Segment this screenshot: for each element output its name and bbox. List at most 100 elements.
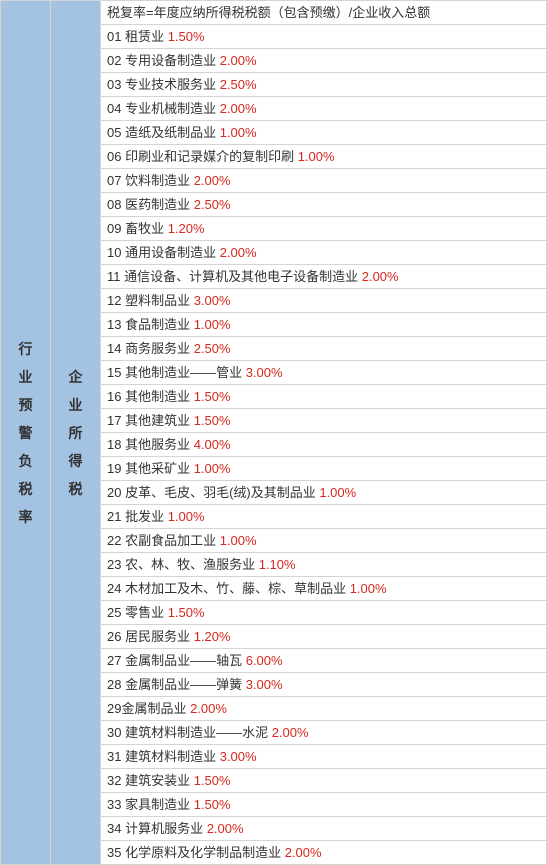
row-label: 16 其他制造业 [107, 389, 194, 404]
row-rate: 3.00% [220, 749, 257, 764]
row-label: 06 印刷业和记录媒介的复制印刷 [107, 149, 298, 164]
row-label: 23 农、林、牧、渔服务业 [107, 557, 259, 572]
row-rate: 2.00% [220, 101, 257, 116]
row-rate: 1.00% [298, 149, 335, 164]
row-label: 10 通用设备制造业 [107, 245, 220, 260]
row-label: 30 建筑材料制造业——水泥 [107, 725, 272, 740]
row-label: 33 家具制造业 [107, 797, 194, 812]
row-label: 35 化学原料及化学制品制造业 [107, 845, 285, 860]
row-rate: 1.00% [168, 509, 205, 524]
table-row: 28 金属制品业——弹簧 3.00% [100, 673, 547, 697]
row-label: 19 其他采矿业 [107, 461, 194, 476]
row-label: 26 居民服务业 [107, 629, 194, 644]
table-row: 19 其他采矿业 1.00% [100, 457, 547, 481]
row-label: 21 批发业 [107, 509, 168, 524]
table-row: 12 塑料制品业 3.00% [100, 289, 547, 313]
table-row: 11 通信设备、计算机及其他电子设备制造业 2.00% [100, 265, 547, 289]
row-rate: 1.50% [194, 773, 231, 788]
row-label: 27 金属制品业——轴瓦 [107, 653, 246, 668]
row-label: 17 其他建筑业 [107, 413, 194, 428]
table-row: 05 造纸及纸制品业 1.00% [100, 121, 547, 145]
table-row: 30 建筑材料制造业——水泥 2.00% [100, 721, 547, 745]
row-label: 13 食品制造业 [107, 317, 194, 332]
row-rate: 2.00% [272, 725, 309, 740]
row-rate: 1.00% [350, 581, 387, 596]
row-label: 12 塑料制品业 [107, 293, 194, 308]
row-rate: 6.00% [246, 653, 283, 668]
row-rate: 3.00% [194, 293, 231, 308]
table-row: 34 计算机服务业 2.00% [100, 817, 547, 841]
table-row: 35 化学原料及化学制品制造业 2.00% [100, 841, 547, 865]
row-label: 25 零售业 [107, 605, 168, 620]
row-rate: 1.50% [194, 413, 231, 428]
table-row: 20 皮革、毛皮、羽毛(绒)及其制品业 1.00% [100, 481, 547, 505]
table-row: 17 其他建筑业 1.50% [100, 409, 547, 433]
table-row: 09 畜牧业 1.20% [100, 217, 547, 241]
row-label: 14 商务服务业 [107, 341, 194, 356]
row-rate: 1.20% [194, 629, 231, 644]
row-rate: 1.00% [220, 125, 257, 140]
row-label: 22 农副食品加工业 [107, 533, 220, 548]
row-label: 28 金属制品业——弹簧 [107, 677, 246, 692]
table-row: 22 农副食品加工业 1.00% [100, 529, 547, 553]
table-row: 33 家具制造业 1.50% [100, 793, 547, 817]
table-row: 27 金属制品业——轴瓦 6.00% [100, 649, 547, 673]
rows-col: 税复率=年度应纳所得税税额（包含预缴）/企业收入总额 01 租赁业 1.50%0… [100, 0, 547, 865]
row-label: 18 其他服务业 [107, 437, 194, 452]
subcategory-label: 企业所得税 [69, 363, 83, 503]
table-row: 32 建筑安装业 1.50% [100, 769, 547, 793]
table-row: 04 专业机械制造业 2.00% [100, 97, 547, 121]
row-rate: 2.00% [285, 845, 322, 860]
row-label: 32 建筑安装业 [107, 773, 194, 788]
table-row: 31 建筑材料制造业 3.00% [100, 745, 547, 769]
row-rate: 2.00% [362, 269, 399, 284]
row-label: 29金属制品业 [107, 701, 190, 716]
row-label: 31 建筑材料制造业 [107, 749, 220, 764]
table-row: 14 商务服务业 2.50% [100, 337, 547, 361]
table-row: 24 木材加工及木、竹、藤、棕、草制品业 1.00% [100, 577, 547, 601]
row-rate: 3.00% [246, 677, 283, 692]
row-rate: 2.50% [194, 341, 231, 356]
row-rate: 2.00% [220, 245, 257, 260]
row-label: 20 皮革、毛皮、羽毛(绒)及其制品业 [107, 485, 319, 500]
table-row: 26 居民服务业 1.20% [100, 625, 547, 649]
row-rate: 4.00% [194, 437, 231, 452]
formula-header: 税复率=年度应纳所得税税额（包含预缴）/企业收入总额 [100, 0, 547, 25]
row-rate: 1.00% [194, 317, 231, 332]
row-label: 07 饮料制造业 [107, 173, 194, 188]
table-row: 07 饮料制造业 2.00% [100, 169, 547, 193]
row-label: 02 专用设备制造业 [107, 53, 220, 68]
row-label: 01 租赁业 [107, 29, 168, 44]
row-rate: 2.00% [220, 53, 257, 68]
table-row: 16 其他制造业 1.50% [100, 385, 547, 409]
table-row: 25 零售业 1.50% [100, 601, 547, 625]
row-rate: 1.00% [220, 533, 257, 548]
table-row: 01 租赁业 1.50% [100, 25, 547, 49]
row-rate: 1.50% [194, 389, 231, 404]
row-label: 24 木材加工及木、竹、藤、棕、草制品业 [107, 581, 350, 596]
table-row: 15 其他制造业——管业 3.00% [100, 361, 547, 385]
row-rate: 2.00% [194, 173, 231, 188]
row-rate: 1.00% [319, 485, 356, 500]
row-rate: 2.50% [220, 77, 257, 92]
category-label: 行业预警负税率 [19, 335, 33, 531]
row-rate: 1.50% [194, 797, 231, 812]
row-rate: 1.20% [168, 221, 205, 236]
subcategory-label-col: 企业所得税 [50, 0, 100, 865]
category-label-col: 行业预警负税率 [0, 0, 50, 865]
row-rate: 1.50% [168, 605, 205, 620]
table-row: 02 专用设备制造业 2.00% [100, 49, 547, 73]
row-label: 11 通信设备、计算机及其他电子设备制造业 [107, 269, 362, 284]
table-row: 23 农、林、牧、渔服务业 1.10% [100, 553, 547, 577]
row-label: 05 造纸及纸制品业 [107, 125, 220, 140]
table-row: 10 通用设备制造业 2.00% [100, 241, 547, 265]
row-label: 03 专业技术服务业 [107, 77, 220, 92]
tax-rate-table: 行业预警负税率 企业所得税 税复率=年度应纳所得税税额（包含预缴）/企业收入总额… [0, 0, 547, 865]
table-row: 18 其他服务业 4.00% [100, 433, 547, 457]
row-label: 04 专业机械制造业 [107, 101, 220, 116]
table-row: 03 专业技术服务业 2.50% [100, 73, 547, 97]
row-label: 34 计算机服务业 [107, 821, 207, 836]
row-rate: 1.10% [259, 557, 296, 572]
row-rate: 2.50% [194, 197, 231, 212]
row-rate: 2.00% [207, 821, 244, 836]
